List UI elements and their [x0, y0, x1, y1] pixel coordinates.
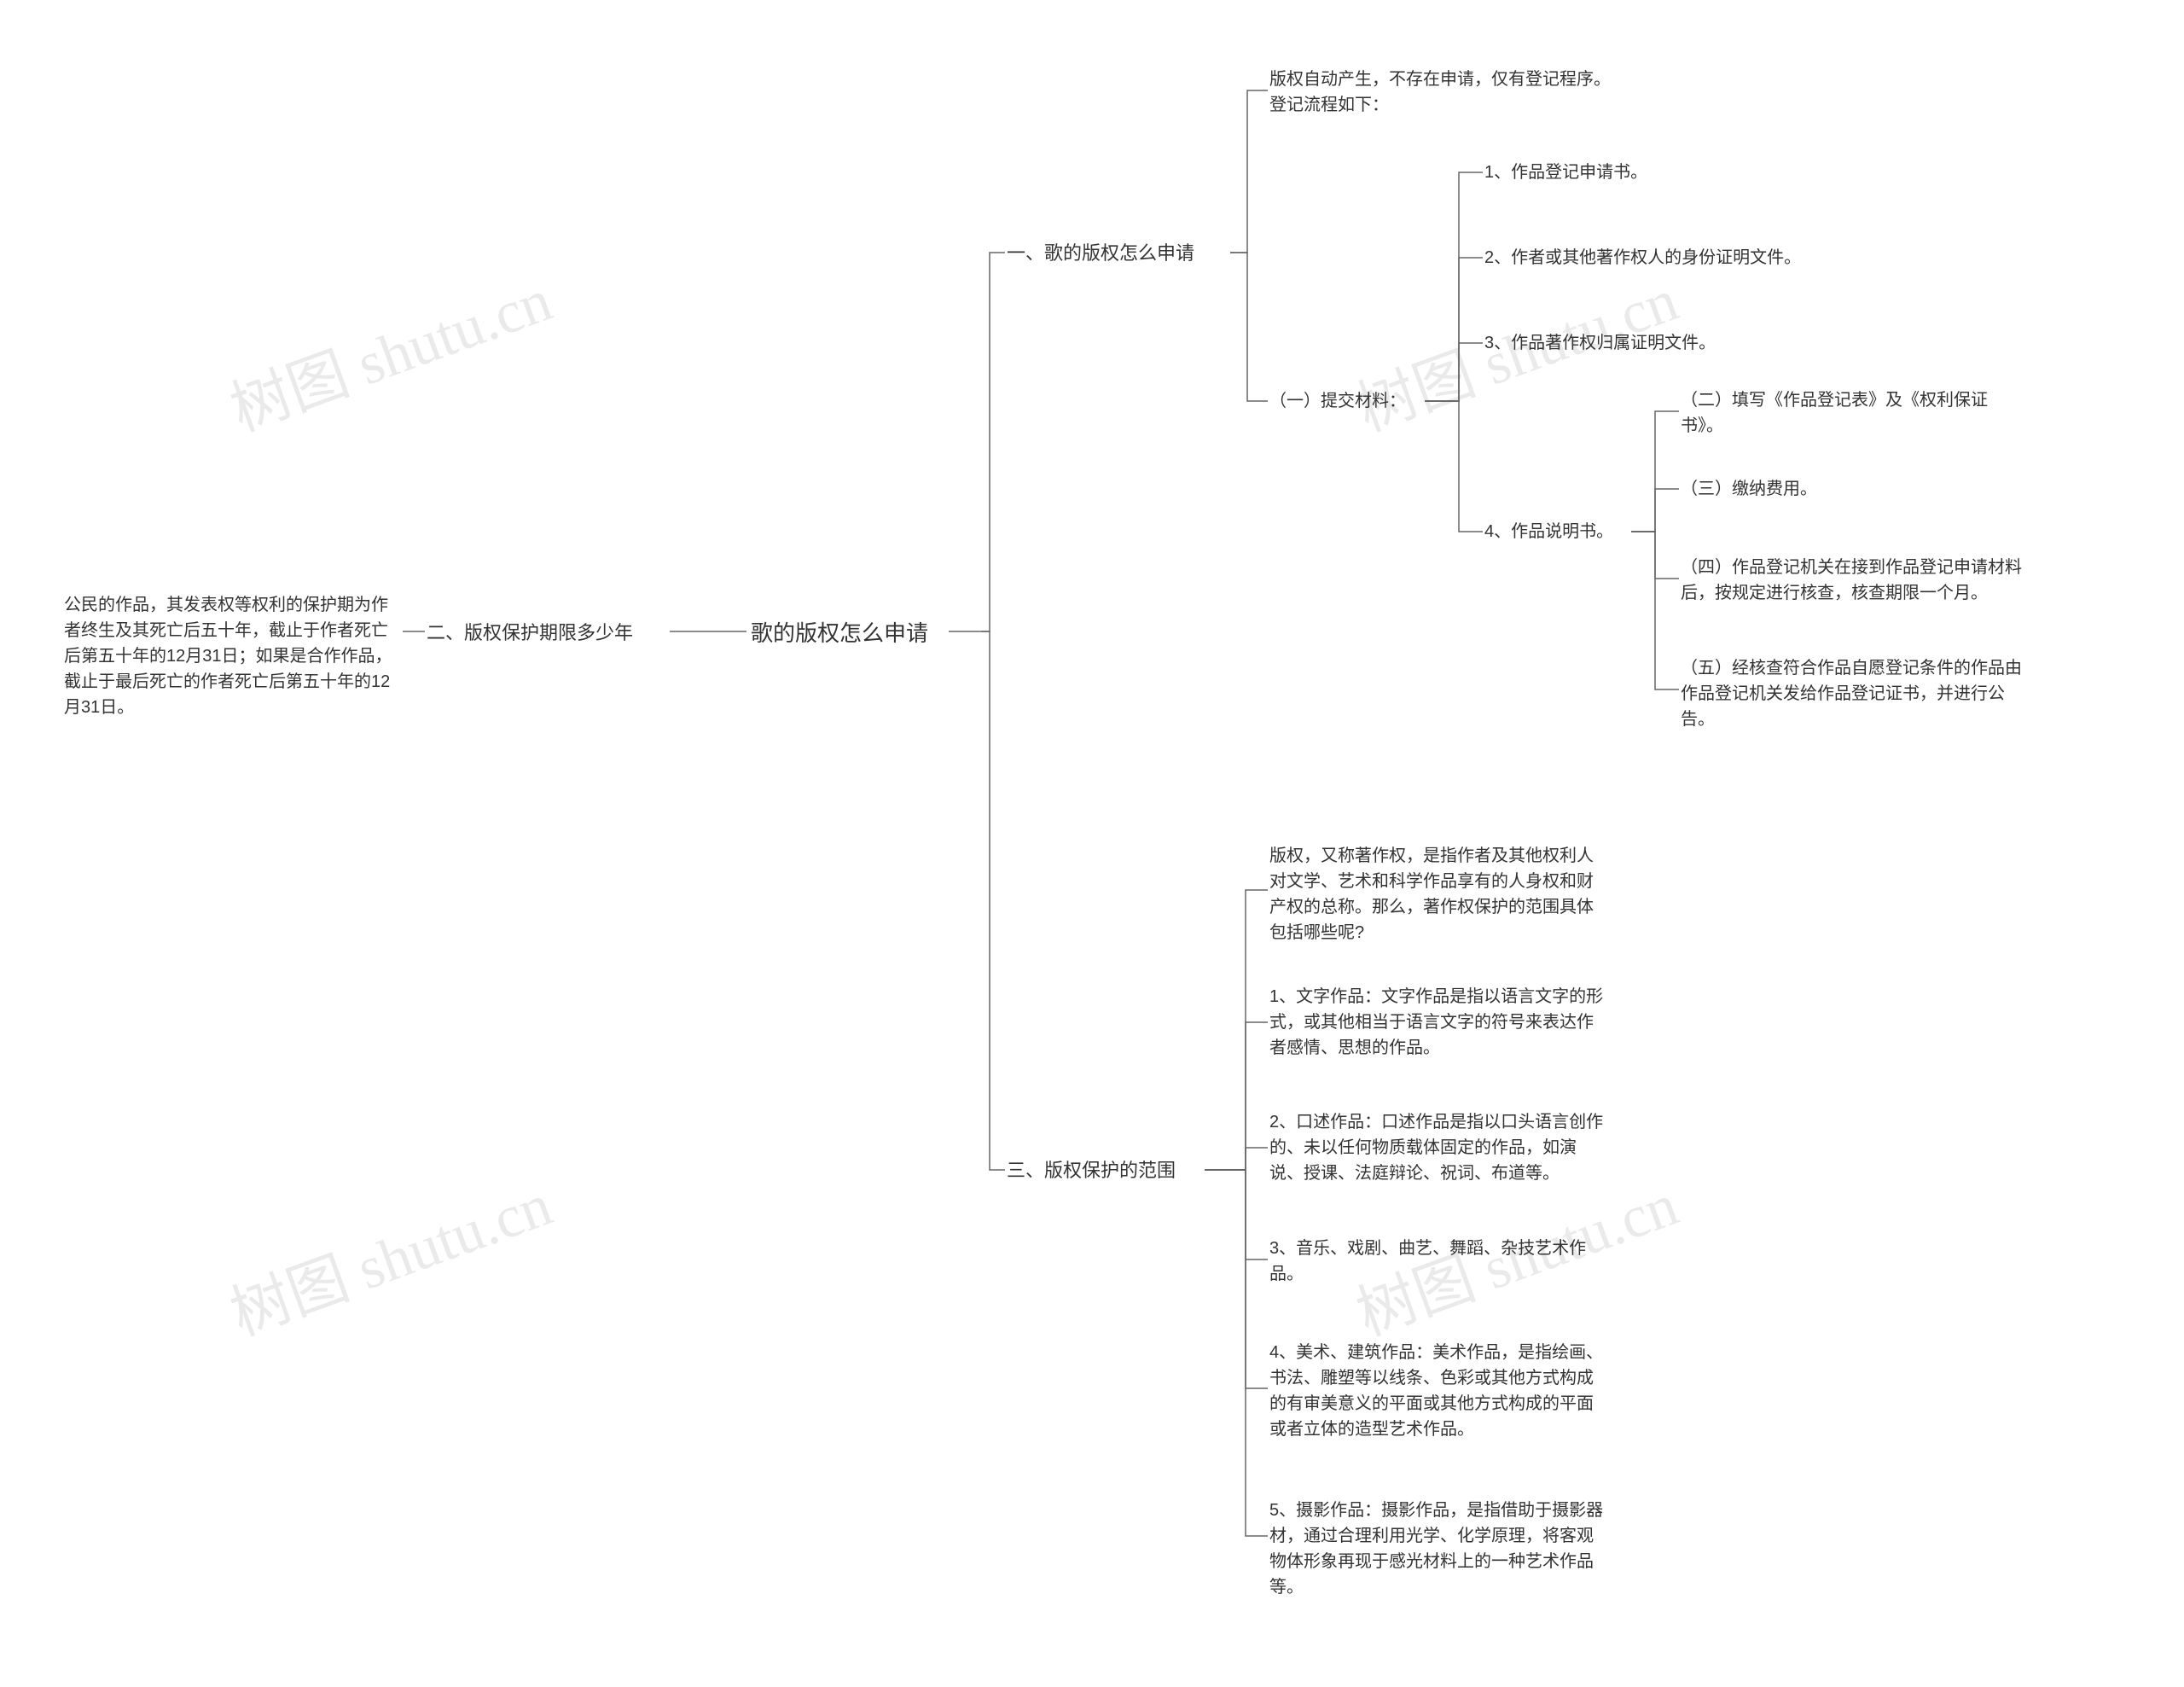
- branch-3-title: 三、版权保护的范围: [1007, 1156, 1203, 1184]
- material-item-4: 4、作品说明书。: [1484, 519, 1629, 544]
- m4-step-2: （二）填写《作品登记表》及《权利保证书》。: [1681, 387, 2022, 439]
- material-item-3: 3、作品著作权归属证明文件。: [1484, 330, 1740, 356]
- b1-note-auto-generate: 版权自动产生，不存在申请，仅有登记程序。登记流程如下：: [1269, 67, 1619, 118]
- scope-item-1: 1、文字作品：文字作品是指以语言文字的形式，或其他相当于语言文字的符号来表达作者…: [1269, 984, 1606, 1061]
- m4-step-3: （三）缴纳费用。: [1681, 476, 1851, 502]
- branch-1-title: 一、歌的版权怎么申请: [1007, 239, 1228, 267]
- b1-materials-label: （一）提交材料：: [1269, 388, 1423, 414]
- scope-item-3: 3、音乐、戏剧、曲艺、舞蹈、杂技艺术作品。: [1269, 1236, 1606, 1287]
- scope-item-4: 4、美术、建筑作品：美术作品，是指绘画、书法、雕塑等以线条、色彩或其他方式构成的…: [1269, 1340, 1606, 1442]
- branch-2-detail: 公民的作品，其发表权等权利的保护期为作者终生及其死亡后五十年，截止于作者死亡后第…: [64, 592, 401, 720]
- m4-step-5: （五）经核查符合作品自愿登记条件的作品由作品登记机关发给作品登记证书，并进行公告…: [1681, 655, 2022, 732]
- branch-2-title: 二、版权保护期限多少年: [427, 619, 665, 647]
- material-item-2: 2、作者或其他著作权人的身份证明文件。: [1484, 245, 1809, 271]
- scope-intro: 版权，又称著作权，是指作者及其他权利人对文学、艺术和科学作品享有的人身权和财产权…: [1269, 843, 1606, 945]
- material-item-1: 1、作品登记申请书。: [1484, 160, 1698, 185]
- mindmap-root: 歌的版权怎么申请: [751, 617, 947, 650]
- watermark: 树图 shutu.cn: [218, 1157, 562, 1353]
- scope-item-2: 2、口述作品：口述作品是指以口头语言创作的、未以任何物质载体固定的作品，如演说、…: [1269, 1109, 1606, 1186]
- m4-step-4: （四）作品登记机关在接到作品登记申请材料后，按规定进行核查，核查期限一个月。: [1681, 555, 2022, 606]
- watermark: 树图 shutu.cn: [218, 253, 562, 448]
- scope-item-5: 5、摄影作品：摄影作品，是指借助于摄影器材，通过合理利用光学、化学原理，将客观物…: [1269, 1498, 1606, 1600]
